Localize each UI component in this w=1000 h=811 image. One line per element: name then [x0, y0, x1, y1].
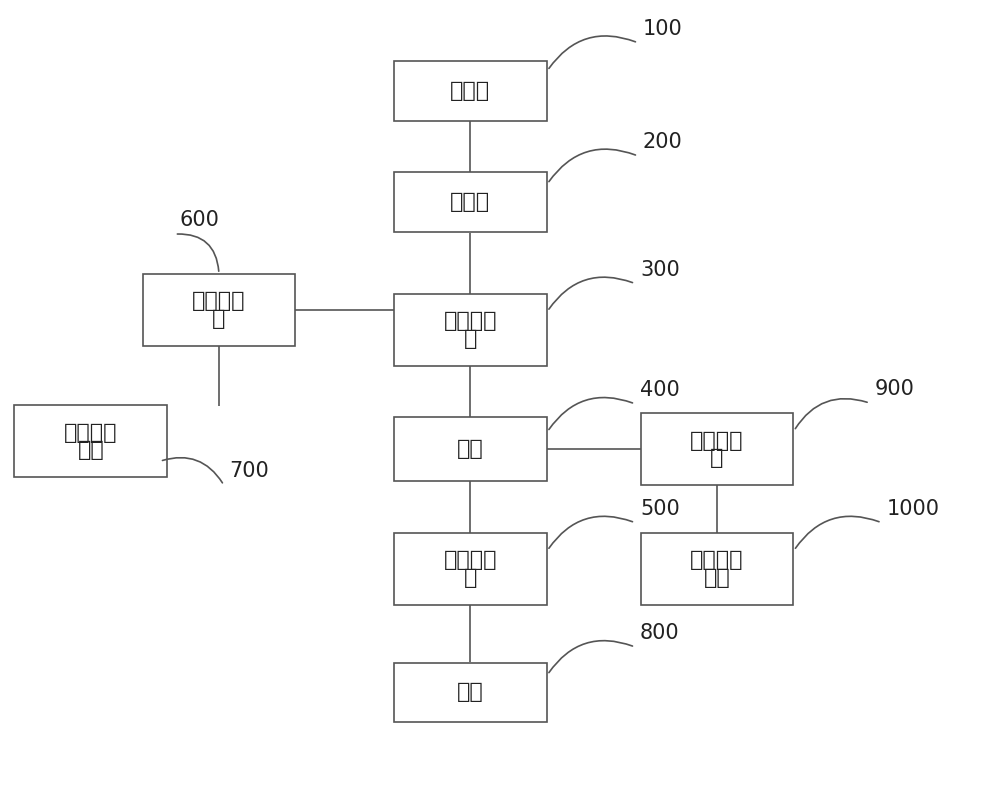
Text: 器: 器: [464, 568, 477, 588]
Text: 器: 器: [464, 328, 477, 349]
Text: 配电网: 配电网: [450, 80, 490, 101]
Text: 第二断路: 第二断路: [444, 550, 497, 570]
Text: 300: 300: [640, 260, 680, 280]
Text: 第一儲能: 第一儲能: [64, 423, 118, 443]
Bar: [394, 294, 547, 366]
Text: 第三断路: 第三断路: [192, 291, 246, 311]
Text: 第四断路: 第四断路: [690, 431, 744, 451]
Text: 100: 100: [643, 19, 683, 39]
Text: 400: 400: [640, 380, 680, 400]
Bar: [641, 533, 793, 605]
Bar: [394, 418, 547, 481]
Text: 600: 600: [180, 210, 219, 230]
Bar: [394, 173, 547, 232]
Text: 第一断路: 第一断路: [444, 311, 497, 331]
Text: 负载: 负载: [457, 683, 484, 702]
Bar: [394, 61, 547, 121]
Text: 器: 器: [212, 309, 226, 328]
Text: 1000: 1000: [887, 499, 940, 519]
Text: 500: 500: [640, 499, 680, 519]
Text: 系统: 系统: [704, 568, 730, 588]
Text: 第二儲能: 第二儲能: [690, 550, 744, 570]
Text: 800: 800: [640, 623, 680, 643]
Text: 200: 200: [643, 132, 683, 152]
Bar: [394, 663, 547, 723]
Bar: [641, 414, 793, 485]
Text: 700: 700: [229, 461, 269, 481]
Text: 900: 900: [875, 379, 915, 399]
Text: 系统: 系统: [77, 440, 104, 460]
Text: 变压器: 变压器: [450, 192, 490, 212]
Text: 器: 器: [710, 448, 724, 468]
Bar: [143, 274, 295, 345]
Bar: [14, 406, 167, 477]
Text: 母线: 母线: [457, 440, 484, 459]
Bar: [394, 533, 547, 605]
